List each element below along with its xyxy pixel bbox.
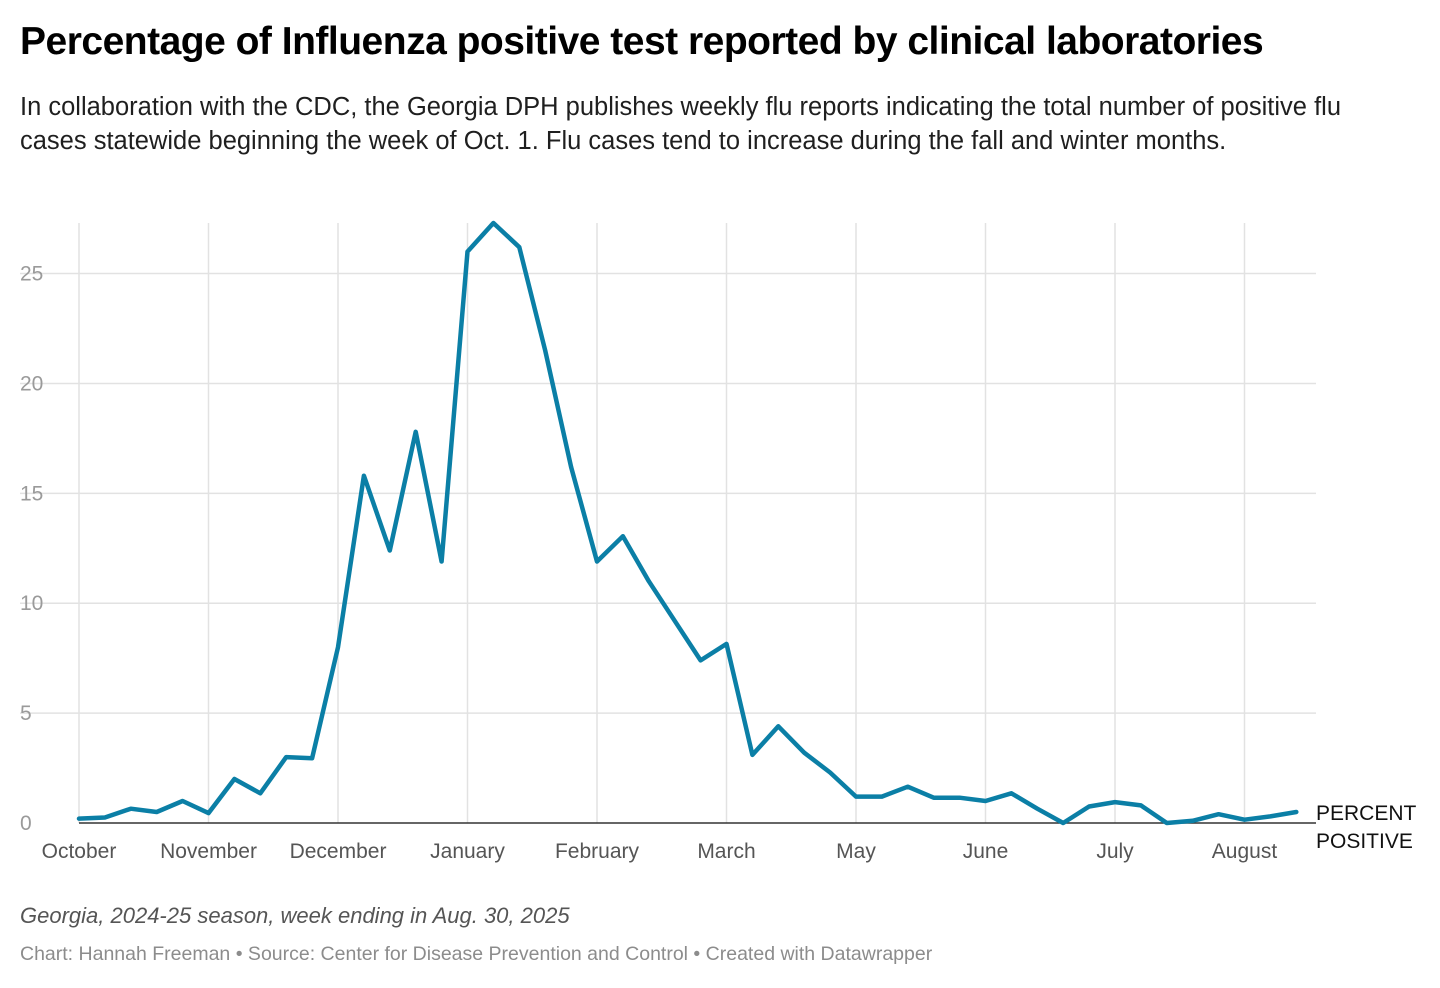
x-tick-label: November xyxy=(160,840,257,863)
series-layer xyxy=(76,220,1299,826)
series-label-line: POSITIVE xyxy=(1316,830,1413,853)
y-axis-ticks: 0 5 10 15 20 25 xyxy=(20,263,43,835)
chart-note: Georgia, 2024-25 season, week ending in … xyxy=(20,903,570,928)
x-gridlines xyxy=(78,223,1246,823)
y-gridlines xyxy=(20,272,1316,714)
x-tick-label: February xyxy=(555,840,640,863)
x-tick-label: January xyxy=(430,840,505,863)
series-line xyxy=(76,220,1299,826)
chart-title: Percentage of Influenza positive test re… xyxy=(20,20,1264,63)
x-tick-label: May xyxy=(836,840,876,863)
line-chart: 0 5 10 15 20 25 October November December Januar… xyxy=(20,220,1417,863)
series-label: PERCENT POSITIVE xyxy=(1316,802,1417,853)
x-tick-label: June xyxy=(963,840,1009,863)
x-tick-label: July xyxy=(1096,840,1134,863)
series-label-line: PERCENT xyxy=(1316,802,1417,825)
y-tick-label: 0 xyxy=(20,812,32,835)
chart-credit: Chart: Hannah Freeman • Source: Center f… xyxy=(20,943,933,965)
y-tick-label: 10 xyxy=(20,592,43,615)
y-tick-label: 15 xyxy=(20,482,43,505)
x-axis-ticks: October November December January February Ma… xyxy=(42,840,1278,863)
y-tick-label: 5 xyxy=(20,702,32,725)
y-tick-label: 25 xyxy=(20,263,43,286)
x-tick-label: March xyxy=(697,840,755,863)
x-tick-label: October xyxy=(42,840,117,863)
chart-subtitle: In collaboration with the CDC, the Georg… xyxy=(20,93,1342,155)
x-tick-label: December xyxy=(290,840,387,863)
y-tick-label: 20 xyxy=(20,372,43,395)
x-tick-label: August xyxy=(1212,840,1278,863)
